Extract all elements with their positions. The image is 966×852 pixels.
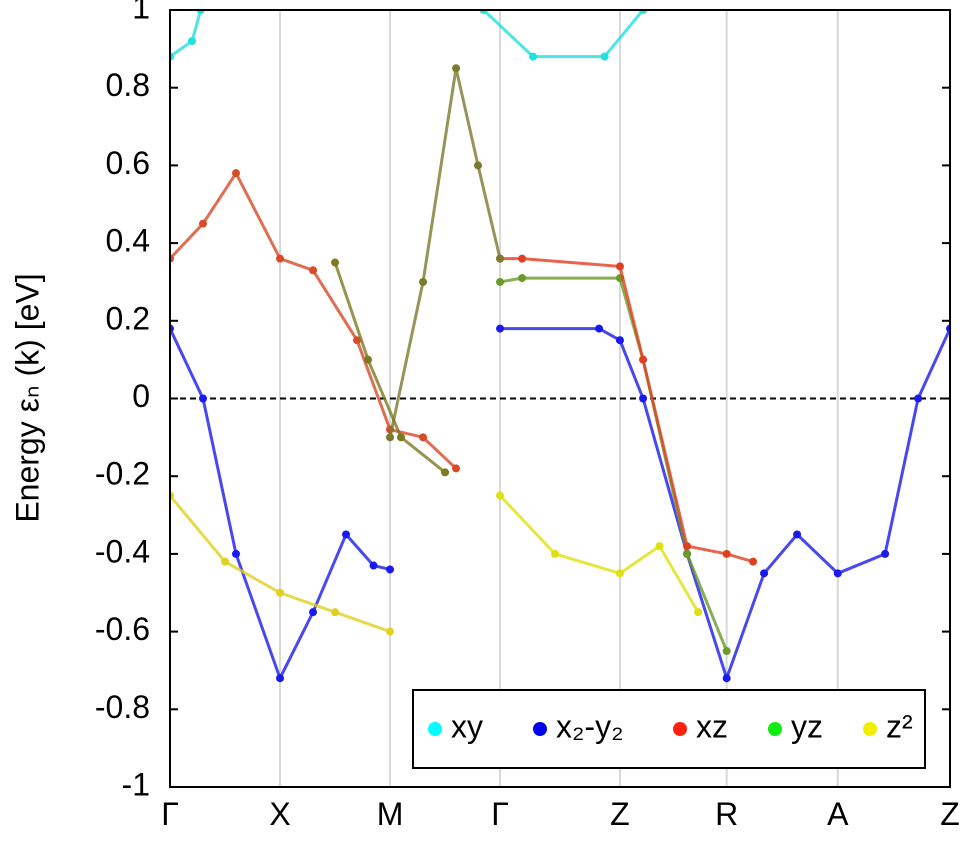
y-tick-label: 0.8 bbox=[106, 67, 150, 103]
y-tick-label: -0.8 bbox=[95, 689, 150, 725]
legend-label: xz bbox=[696, 708, 728, 744]
band-point bbox=[914, 394, 923, 403]
legend-marker bbox=[863, 722, 877, 736]
band-point bbox=[309, 266, 318, 275]
band-point bbox=[760, 569, 769, 578]
x-tick-label: Γ bbox=[491, 796, 509, 832]
band-point bbox=[199, 219, 208, 228]
band-point bbox=[386, 565, 395, 574]
band-point bbox=[639, 394, 648, 403]
band-point bbox=[331, 608, 340, 617]
band-point bbox=[683, 549, 692, 558]
y-tick-label: 0.6 bbox=[106, 145, 150, 181]
band-point bbox=[496, 324, 505, 333]
band-point bbox=[232, 549, 241, 558]
band-point bbox=[369, 561, 378, 570]
y-tick-label: -0.4 bbox=[95, 533, 150, 569]
y-tick-label: -0.6 bbox=[95, 611, 150, 647]
y-tick-label: -1 bbox=[122, 766, 150, 802]
band-point bbox=[793, 530, 802, 539]
band-point bbox=[364, 355, 373, 364]
legend-marker bbox=[533, 722, 547, 736]
band-point bbox=[518, 254, 527, 263]
band-point bbox=[551, 549, 560, 558]
band-point bbox=[694, 608, 703, 617]
band-point bbox=[749, 557, 758, 566]
band-point bbox=[518, 274, 527, 283]
band-point bbox=[600, 52, 609, 61]
band-point bbox=[276, 254, 285, 263]
y-tick-label: 0.2 bbox=[106, 300, 150, 336]
band-line bbox=[170, 170, 458, 470]
band-point bbox=[881, 549, 890, 558]
band-line bbox=[498, 494, 700, 613]
band-point bbox=[386, 627, 395, 636]
x-tick-label: R bbox=[715, 796, 738, 832]
band-point bbox=[722, 674, 731, 683]
band-point bbox=[655, 542, 664, 551]
band-point bbox=[386, 433, 395, 442]
band-point bbox=[441, 468, 450, 477]
legend-marker bbox=[768, 722, 782, 736]
band-point bbox=[615, 336, 624, 345]
band-line bbox=[388, 67, 502, 438]
band-point bbox=[232, 169, 241, 178]
band-point bbox=[419, 433, 428, 442]
band-point bbox=[342, 530, 351, 539]
band-point bbox=[474, 161, 483, 170]
legend-label: z² bbox=[886, 708, 913, 744]
x-tick-label: Γ bbox=[161, 796, 179, 832]
x-tick-label: X bbox=[269, 796, 290, 832]
x-tick-label: M bbox=[377, 796, 404, 832]
band-point bbox=[496, 277, 505, 286]
band-point bbox=[639, 355, 648, 364]
y-tick-label: 1 bbox=[132, 0, 150, 25]
y-tick-label: -0.2 bbox=[95, 456, 150, 492]
band-point bbox=[397, 433, 406, 442]
x-tick-label: A bbox=[827, 796, 849, 832]
y-tick-label: 0.4 bbox=[106, 223, 150, 259]
band-point bbox=[331, 258, 340, 267]
band-point bbox=[452, 464, 461, 473]
band-point bbox=[833, 569, 842, 578]
band-point bbox=[188, 37, 197, 46]
band-point bbox=[496, 491, 505, 500]
band-line bbox=[500, 327, 950, 683]
bands bbox=[170, 10, 950, 683]
band-line bbox=[170, 327, 391, 683]
band-point bbox=[309, 608, 318, 617]
plot-frame bbox=[169, 9, 951, 788]
band-point bbox=[595, 324, 604, 333]
legend-label: x₂-y₂ bbox=[556, 708, 624, 744]
legend-label: yz bbox=[791, 708, 823, 744]
y-axis-label: Energy εₙ (k) [eV] bbox=[9, 273, 45, 522]
legend-box bbox=[412, 689, 926, 769]
y-tick-label: 0 bbox=[132, 378, 150, 414]
band-point bbox=[276, 588, 285, 597]
band-point bbox=[452, 64, 461, 73]
band-point bbox=[496, 254, 505, 263]
band-point bbox=[722, 549, 731, 558]
band-line bbox=[333, 262, 446, 474]
band-point bbox=[722, 647, 731, 656]
band-point bbox=[276, 674, 285, 683]
x-tick-label: Z bbox=[940, 796, 960, 832]
legend-marker bbox=[673, 722, 687, 736]
band-point bbox=[199, 394, 208, 403]
band-point bbox=[529, 52, 538, 61]
band-line bbox=[499, 276, 729, 652]
band-point bbox=[353, 336, 362, 345]
band-point bbox=[221, 557, 230, 566]
legend-marker bbox=[428, 722, 442, 736]
band-line bbox=[170, 10, 203, 58]
band-line bbox=[482, 10, 645, 59]
band-point bbox=[419, 277, 428, 286]
band-point bbox=[615, 569, 624, 578]
x-tick-label: Z bbox=[610, 796, 630, 832]
band-point bbox=[615, 262, 624, 271]
band-point bbox=[683, 542, 692, 551]
legend-label: xy bbox=[451, 708, 483, 744]
